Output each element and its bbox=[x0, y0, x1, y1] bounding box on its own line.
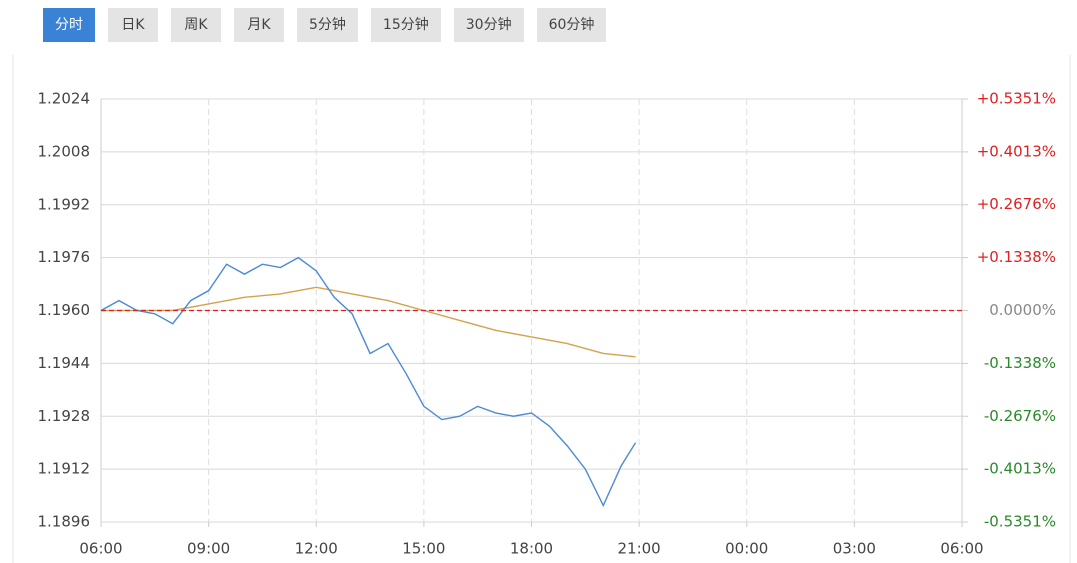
y2-tick-label: +0.1338% bbox=[977, 248, 1056, 266]
tab[interactable]: 周K bbox=[171, 8, 221, 42]
x-tick-label: 06:00 bbox=[79, 540, 122, 558]
tab[interactable]: 月K bbox=[234, 8, 284, 42]
tab-bar: 分时 日K 周K 月K 5分钟 15分钟 30分钟 60分钟 bbox=[43, 8, 607, 42]
tab[interactable]: 分时 bbox=[43, 8, 95, 42]
tab[interactable]: 5分钟 bbox=[297, 8, 358, 42]
y-tick-label: 1.2008 bbox=[38, 142, 91, 160]
y-tick-label: 1.1960 bbox=[38, 301, 91, 319]
x-tick-label: 00:00 bbox=[725, 540, 768, 558]
x-tick-label: 12:00 bbox=[295, 540, 338, 558]
y2-tick-label: +0.2676% bbox=[977, 195, 1056, 213]
x-tick-label: 18:00 bbox=[510, 540, 553, 558]
y-tick-label: 1.1912 bbox=[38, 460, 91, 478]
price-line bbox=[100, 256, 637, 508]
y2-tick-label: -0.1338% bbox=[984, 354, 1056, 372]
y2-tick-label: +0.4013% bbox=[977, 142, 1056, 160]
y2-tick-label: -0.2676% bbox=[984, 407, 1056, 425]
x-tick-label: 06:00 bbox=[940, 540, 983, 558]
y-tick-label: 1.1944 bbox=[38, 354, 91, 372]
tab[interactable]: 30分钟 bbox=[453, 8, 524, 42]
y-tick-label: 1.1896 bbox=[38, 513, 91, 531]
y2-tick-label: +0.5351% bbox=[977, 90, 1056, 108]
x-tick-label: 15:00 bbox=[402, 540, 445, 558]
tab[interactable]: 15分钟 bbox=[370, 8, 441, 42]
y-tick-label: 1.2024 bbox=[38, 90, 91, 108]
x-tick-label: 03:00 bbox=[833, 540, 876, 558]
y-tick-label: 1.1992 bbox=[38, 195, 91, 213]
tab[interactable]: 日K bbox=[108, 8, 158, 42]
y-tick-label: 1.1976 bbox=[38, 248, 91, 266]
y2-tick-label: -0.5351% bbox=[984, 513, 1056, 531]
x-tick-label: 21:00 bbox=[618, 540, 661, 558]
y2-tick-label: -0.4013% bbox=[984, 460, 1056, 478]
price-line bbox=[101, 286, 636, 358]
y2-tick-label: 0.0000% bbox=[989, 301, 1056, 319]
tab[interactable]: 60分钟 bbox=[536, 8, 607, 42]
x-tick-label: 09:00 bbox=[187, 540, 230, 558]
y-tick-label: 1.1928 bbox=[38, 407, 91, 425]
